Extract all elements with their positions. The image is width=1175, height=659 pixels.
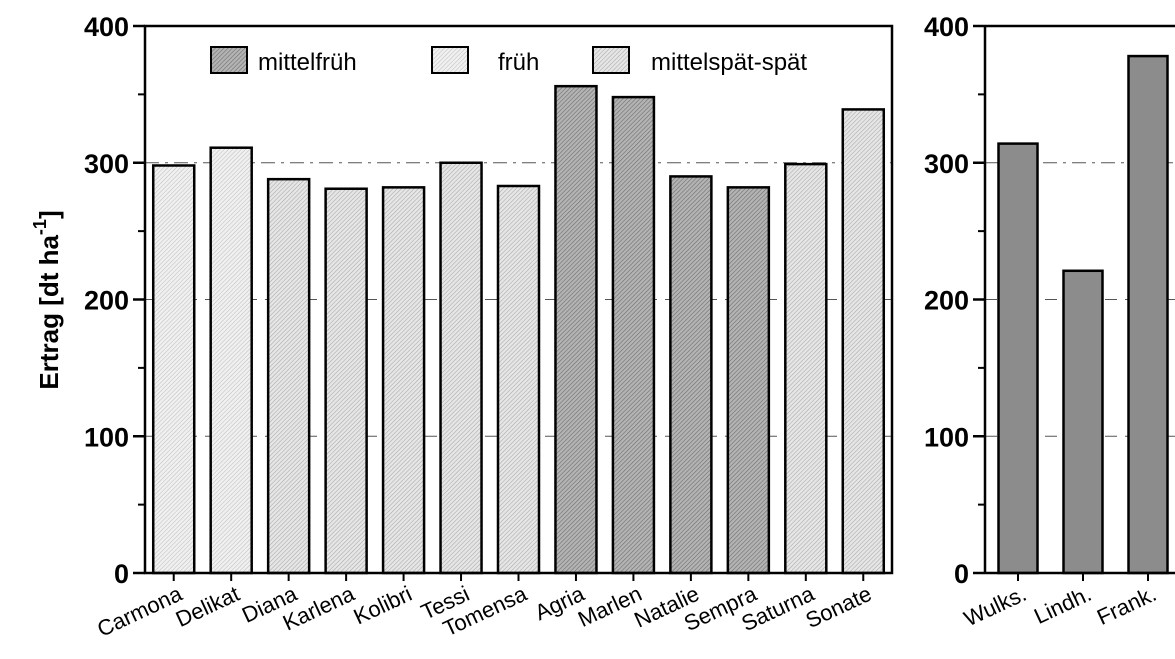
x-label-wulks: Wulks. [960,581,1030,631]
x-label-lindh: Lindh. [1030,581,1095,629]
bar-agria [554,84,598,575]
bar-lindh [1062,269,1104,575]
x-label-sonate: Sonate [802,581,876,633]
bar-natalie [669,175,713,575]
right-chart-panel: 0 100 200 300 400 Wulks. Lindh.Frank. [924,12,1175,631]
legend-label-frueh: früh [498,49,539,76]
legend: mittelfrüh früh mittelspät-spät [210,46,807,76]
bar-carmona [151,164,196,575]
x-label-kolibri: Kolibri [350,581,416,629]
right-ytick-label-200: 200 [924,286,969,316]
left-ytick-label-100: 100 [84,422,129,452]
bar-frank [1127,54,1169,575]
x-label-delikat: Delikat [172,581,244,632]
right-ytick-label-0: 0 [954,559,969,589]
bar-tomensa [496,184,541,575]
bar-delikat [209,146,253,575]
bar-kolibri [381,186,426,575]
left-ytick-label-0: 0 [114,559,129,589]
legend-label-mittelfrueh: mittelfrüh [258,49,357,76]
y-axis-title: Ertrag [dt ha-1] [30,210,64,389]
legend-label-mittelspaet: mittelspät-spät [651,49,807,76]
legend-swatch-frueh [431,46,469,74]
right-ytick-label-300: 300 [924,149,969,179]
x-label-marlen: Marlen [574,581,646,632]
legend-swatch-mittelspaet [592,46,630,74]
bar-sonate [841,108,886,575]
bar-tessi [439,161,483,575]
bar-diana [266,177,311,575]
bar-wulks [997,142,1039,575]
legend-swatch-mittelfrueh [210,46,248,74]
bar-marlen [611,95,656,575]
bar-karlena [324,187,368,575]
left-ytick-label-400: 400 [84,12,129,42]
y-axis-title-superscript: -1 [30,219,50,235]
x-label-frank: Frank. [1093,581,1160,630]
left-ytick-label-200: 200 [84,286,129,316]
right-ytick-label-100: 100 [924,422,969,452]
y-axis-title-close: ] [34,210,64,219]
bar-saturna [784,162,828,575]
right-ytick-label-400: 400 [924,12,969,42]
bar-sempra [726,186,771,575]
left-ytick-label-300: 300 [84,149,129,179]
y-axis-title-main: Ertrag [dt ha [34,235,64,390]
